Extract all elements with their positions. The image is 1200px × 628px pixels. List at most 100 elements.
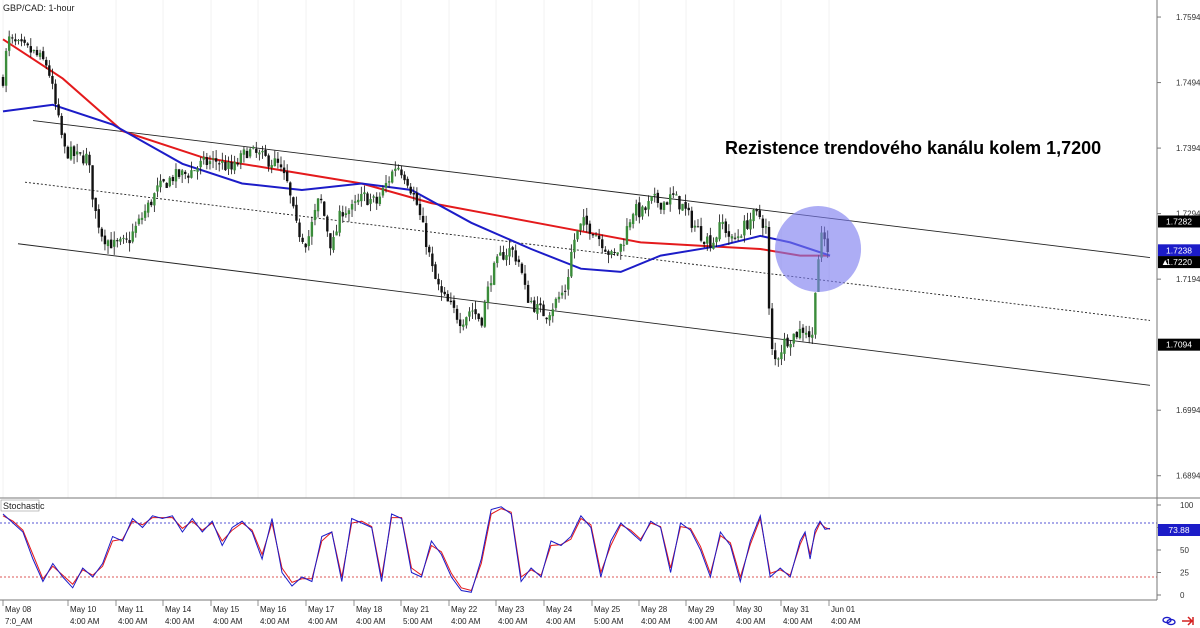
candle-down <box>298 223 300 238</box>
candle-up <box>490 283 492 285</box>
candle-up <box>536 304 538 314</box>
time-hour-label: 5:00 AM <box>403 617 433 626</box>
price-badge-label: 1.7238 <box>1166 245 1192 255</box>
candle-down <box>60 116 62 135</box>
candle-down <box>759 210 761 217</box>
candle-up <box>635 204 637 215</box>
candle-down <box>539 303 541 305</box>
candle-down <box>116 240 118 241</box>
candle-down <box>657 193 659 203</box>
candle-down <box>666 202 668 204</box>
time-hour-label: 4:00 AM <box>451 617 481 626</box>
candle-up <box>39 53 41 57</box>
time-date-label: May 17 <box>308 605 335 614</box>
candle-down <box>703 242 705 244</box>
candle-down <box>700 226 702 241</box>
candle-down <box>601 239 603 248</box>
candle-down <box>755 209 757 211</box>
candle-down <box>342 212 344 216</box>
candle-up <box>623 245 625 246</box>
candle-down <box>691 211 693 228</box>
time-date-label: May 18 <box>356 605 383 614</box>
time-date-label: May 30 <box>736 605 763 614</box>
candle-up <box>780 352 782 359</box>
candle-up <box>33 50 35 51</box>
candle-down <box>376 197 378 204</box>
arrow-icon[interactable] <box>1182 617 1193 625</box>
candle-up <box>505 255 507 260</box>
stochastic-axis: 1007550250 73.88 <box>1157 501 1200 600</box>
candle-down <box>450 301 452 302</box>
candle-up <box>567 277 569 290</box>
stoch-tick-label: 50 <box>1180 546 1189 555</box>
time-hour-label: 7:0_AM <box>5 617 33 626</box>
candle-down <box>474 309 476 314</box>
candle-down <box>88 155 90 165</box>
candle-up <box>632 214 634 224</box>
candle-up <box>274 158 276 166</box>
time-date-label: May 28 <box>641 605 668 614</box>
candle-down <box>184 172 186 174</box>
time-hour-label: 4:00 AM <box>260 617 290 626</box>
time-date-label: May 14 <box>165 605 192 614</box>
candle-up <box>471 311 473 312</box>
candle-down <box>774 350 776 359</box>
candle-down <box>413 193 415 194</box>
candle-up <box>169 178 171 187</box>
candle-up <box>749 219 751 229</box>
candle-up <box>743 221 745 236</box>
candle-down <box>101 229 103 237</box>
candle-up <box>119 239 121 242</box>
candle-up <box>175 169 177 181</box>
candle-down <box>255 149 257 153</box>
candle-up <box>388 181 390 182</box>
candle-down <box>746 220 748 229</box>
candle-up <box>706 237 708 244</box>
candle-down <box>502 252 504 260</box>
candle-down <box>586 216 588 225</box>
candle-up <box>261 151 263 152</box>
stochastic-panel[interactable]: Stochastic <box>0 500 1157 600</box>
candle-down <box>638 202 640 217</box>
candle-down <box>57 104 59 115</box>
candle-down <box>280 164 282 167</box>
candle-down <box>613 252 615 253</box>
price-panel-background <box>0 0 1157 498</box>
candle-up <box>233 162 235 171</box>
candle-down <box>323 202 325 216</box>
candle-down <box>230 162 232 169</box>
candle-up <box>647 201 649 209</box>
candle-up <box>595 235 597 236</box>
candle-up <box>582 217 584 225</box>
candle-up <box>363 192 365 194</box>
candle-up <box>70 147 72 160</box>
price-badge-label: 1.7094 <box>1166 340 1192 350</box>
time-hour-label: 4:00 AM <box>118 617 148 626</box>
candle-up <box>555 299 557 308</box>
candle-down <box>289 182 291 195</box>
candle-down <box>150 202 152 205</box>
candle-up <box>715 237 717 242</box>
candle-down <box>802 328 804 333</box>
candle-up <box>203 157 205 160</box>
candle-up <box>271 165 273 168</box>
candle-up <box>654 194 656 196</box>
candle-up <box>629 222 631 227</box>
candle-up <box>357 200 359 202</box>
candle-up <box>805 333 807 335</box>
candle-up <box>573 240 575 252</box>
candle-down <box>725 221 727 233</box>
time-hour-label: 4:00 AM <box>831 617 861 626</box>
candle-down <box>218 163 220 164</box>
candle-up <box>8 36 10 50</box>
link-icon[interactable] <box>1163 617 1175 624</box>
time-date-label: May 29 <box>688 605 715 614</box>
candle-up <box>308 236 310 246</box>
candle-down <box>91 165 93 199</box>
candle-down <box>459 320 461 327</box>
candle-down <box>521 264 523 273</box>
time-date-label: May 11 <box>118 605 144 614</box>
candle-down <box>518 260 520 263</box>
candle-up <box>789 344 791 347</box>
candle-down <box>237 163 239 165</box>
